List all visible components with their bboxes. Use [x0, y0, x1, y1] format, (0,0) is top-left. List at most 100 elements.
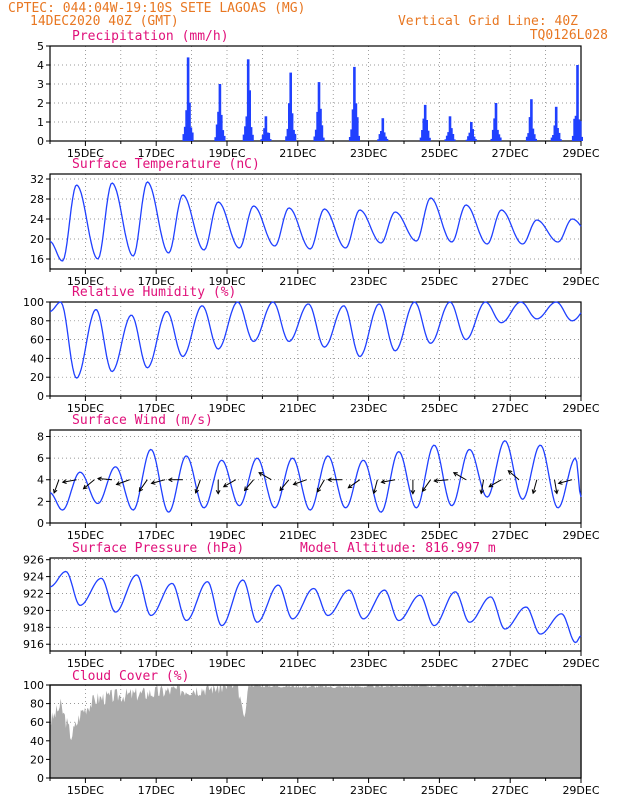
wind-arrow-head: [452, 472, 458, 477]
precip-bar: [451, 134, 455, 141]
wind-arrow-head: [531, 489, 537, 495]
x-tick-label: 21DEC: [279, 529, 316, 542]
panel-rh: Relative Humidity (%) 0 20 40 60 80 100 15DEC 1…: [23, 285, 600, 415]
wind-arrow-head: [96, 476, 102, 482]
precip-bar: [533, 134, 536, 141]
precip-bar: [322, 137, 325, 141]
y-tick-label: 5: [37, 40, 44, 53]
panel-temp: Surface Temperature (nC) 16 20 24 28 32 15DEC…: [30, 157, 600, 288]
panel-cloud: Cloud Cover (%) 0 20 40 60 80 100 15DEC 17DEC 19…: [23, 669, 600, 797]
wind-arrow: [453, 472, 467, 481]
y-tick-label: 100: [23, 296, 44, 309]
wind-arrow-head: [222, 483, 228, 488]
x-tick-label: 27DEC: [492, 657, 529, 670]
precip-bar: [183, 126, 187, 141]
precip-bar: [576, 65, 579, 141]
precip-bar: [377, 139, 380, 141]
x-tick-label: 15DEC: [67, 275, 104, 288]
x-tick-label: 27DEC: [492, 402, 529, 415]
y-tick-label: 60: [30, 716, 44, 729]
wind-arrow: [138, 479, 148, 492]
wind-arrow-head: [479, 489, 485, 495]
wind-arrow-head: [167, 477, 173, 483]
y-tick-label: 60: [30, 334, 44, 347]
y-tick-label: 926: [23, 554, 44, 567]
precip-bar: [528, 117, 532, 141]
x-tick-label: 15DEC: [67, 529, 104, 542]
x-tick-label: 19DEC: [208, 275, 245, 288]
precip-bar: [530, 99, 533, 141]
precip-bar: [534, 138, 537, 141]
precip-bar: [266, 132, 269, 141]
wind-arrow: [293, 479, 307, 485]
wind-arrow: [223, 479, 237, 488]
wind-arrow-head: [115, 481, 121, 486]
precip-bar: [525, 136, 529, 141]
precip-bar: [448, 116, 452, 141]
precip-bar: [350, 129, 353, 141]
precip-bar: [381, 118, 385, 141]
precip-bar: [186, 57, 190, 141]
y-tick-label: 2: [37, 97, 44, 110]
precip-bar: [263, 128, 266, 141]
wind-arrow-head: [61, 479, 67, 484]
wind-arrow: [258, 472, 272, 481]
precip-bar: [531, 128, 535, 141]
station-line: CPTEC: 044:04W-19:10S SETE LAGOAS (MG): [8, 1, 305, 16]
x-tick-label: 27DEC: [492, 784, 529, 797]
precip-bar: [453, 139, 456, 141]
precip-bar: [471, 129, 474, 141]
x-tick-label: 17DEC: [138, 529, 175, 542]
y-tick-label: 918: [23, 621, 44, 634]
precip-bar: [571, 135, 575, 141]
y-tick-label: 20: [30, 753, 44, 766]
cloud-frame: [49, 684, 582, 779]
date-line: 14DEC2020 40Z (GMT): [30, 14, 179, 29]
wind-title: Surface Wind (m/s): [72, 413, 213, 428]
wind-arrow-head: [292, 481, 298, 486]
x-tick-label: 19DEC: [208, 657, 245, 670]
precip-bar: [467, 136, 470, 141]
precip-bar: [357, 135, 360, 141]
precip-bar: [499, 137, 502, 141]
wind-arrow: [151, 479, 166, 484]
x-tick-label: 29DEC: [562, 275, 599, 288]
precip-bar: [385, 138, 389, 141]
plot-frame: [49, 173, 582, 270]
cloud-title: Cloud Cover (%): [72, 669, 189, 684]
precip-bar: [428, 137, 431, 141]
run-code: TQ0126L028: [530, 28, 608, 43]
x-tick-label: 23DEC: [350, 784, 387, 797]
precip-bar: [314, 129, 318, 141]
precip-bar: [260, 139, 263, 141]
x-tick-label: 25DEC: [421, 275, 458, 288]
wind-arrow: [83, 479, 95, 490]
precip-bar: [319, 108, 322, 141]
press-title: Surface Pressure (hPa): [72, 541, 244, 556]
wind-arrow-head: [82, 484, 88, 490]
precip-bar: [426, 130, 430, 141]
cloud-area: [50, 685, 581, 778]
wind-arrow: [434, 479, 449, 482]
wind-arrow: [488, 479, 502, 488]
pressure-line: [49, 570, 582, 644]
rh-title: Relative Humidity (%): [72, 285, 236, 300]
plot-frame: [49, 557, 582, 652]
wind-arrow: [480, 479, 485, 494]
precip-bar: [447, 132, 450, 141]
x-tick-label: 29DEC: [562, 784, 599, 797]
wind-arrow: [558, 479, 573, 484]
wind-arrow-head: [554, 489, 559, 495]
x-tick-label: 29DEC: [562, 657, 599, 670]
wind-arrow-head: [316, 487, 322, 493]
wind-arrow: [316, 479, 325, 493]
x-tick-label: 15DEC: [67, 147, 104, 160]
rh-line: [49, 301, 582, 379]
x-tick-label: 29DEC: [562, 402, 599, 415]
precip-bar: [419, 137, 423, 141]
precip-bar: [244, 126, 247, 141]
wind-arrow: [62, 479, 77, 483]
precip-bar: [218, 84, 222, 141]
y-tick-label: 80: [30, 315, 44, 328]
plot-frame: [49, 45, 582, 142]
